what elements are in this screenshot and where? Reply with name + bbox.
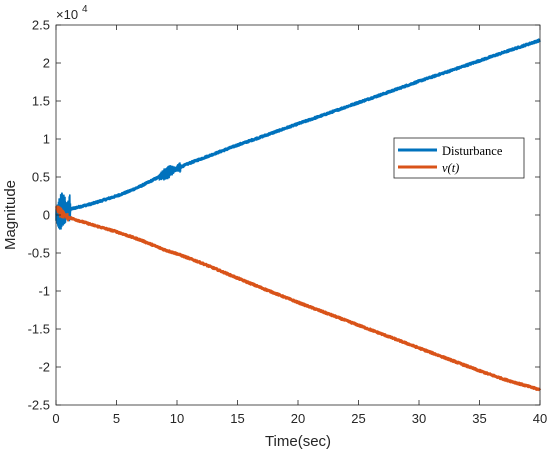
y-tick-label: 2 [43,56,50,71]
legend-label-disturbance: Disturbance [442,144,503,158]
y-tick-label: -2.5 [28,398,50,413]
series-line-v-t [54,206,542,392]
x-tick-label: 5 [113,411,120,426]
x-axis-title: Time(sec) [265,433,331,450]
y-tick-label: -1 [38,284,50,299]
y-exponent: ×10 4 [56,4,88,22]
y-tick-label: -1.5 [28,322,50,337]
x-tick-label: 35 [472,411,486,426]
x-tick-label: 40 [533,411,547,426]
series-noise-disturbance-1 [158,162,182,181]
y-tick-label: 0 [43,208,50,223]
y-axis-ticks: -2.5 -2 -1.5 -1 -0.5 0 0.5 1 1.5 2 2.5 [28,18,540,413]
x-tick-label: 30 [412,411,426,426]
y-exponent-base: ×10 [56,7,78,22]
y-tick-label: 0.5 [32,170,50,185]
x-tick-label: 25 [351,411,365,426]
y-tick-label: -0.5 [28,246,50,261]
legend: Disturbance v(t) [393,137,525,179]
y-exponent-power: 4 [82,4,88,15]
x-tick-label: 0 [52,411,59,426]
x-tick-label: 10 [170,411,184,426]
legend-box [393,137,525,179]
legend-label-vt: v(t) [442,161,459,175]
x-axis-ticks: 0 5 10 15 20 25 30 35 40 [52,25,547,426]
plot-background [56,25,540,405]
plot-area: 0 5 10 15 20 25 30 35 40 -2.5 -2 -1.5 -1 -0.5 0 0.5 1 1.… [28,18,548,427]
x-tick-label: 15 [230,411,244,426]
y-tick-label: 2.5 [32,18,50,33]
y-tick-label: -2 [38,360,50,375]
series-layer [54,38,542,392]
series-noise-v-t-0 [55,205,69,222]
y-tick-label: 1.5 [32,94,50,109]
y-tick-label: 1 [43,132,50,147]
series-line-disturbance [54,38,542,217]
y-axis-title: Magnitude [2,180,19,250]
x-tick-label: 20 [291,411,305,426]
